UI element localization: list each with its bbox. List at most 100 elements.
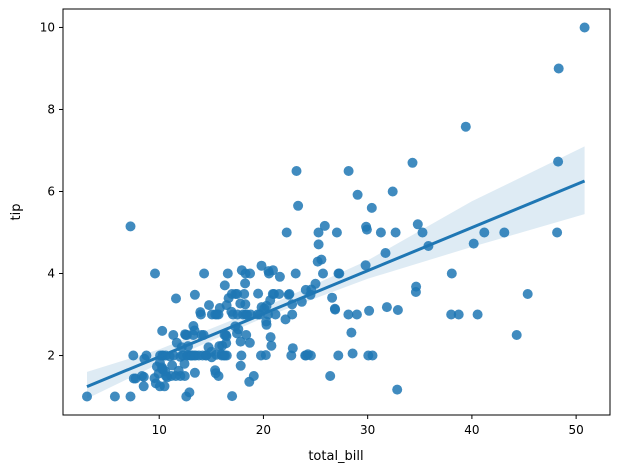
data-point: [327, 292, 338, 303]
data-point: [325, 371, 336, 381]
data-point: [367, 350, 378, 361]
data-point: [313, 227, 324, 238]
data-points-layer: [82, 22, 590, 402]
data-point: [204, 300, 214, 311]
data-point: [479, 227, 490, 238]
data-point: [333, 350, 344, 361]
data-point: [125, 221, 136, 232]
data-point: [381, 302, 392, 313]
data-point: [222, 268, 233, 279]
data-point: [168, 330, 179, 340]
data-point: [248, 371, 259, 381]
data-point: [361, 224, 372, 235]
data-point: [417, 227, 428, 238]
regression-line: [86, 179, 586, 388]
data-point: [235, 360, 246, 371]
data-point: [268, 265, 278, 276]
data-point: [446, 309, 457, 320]
y-tick-label: 8: [47, 102, 55, 116]
data-point: [316, 254, 327, 265]
data-point: [171, 293, 181, 304]
data-point: [499, 227, 510, 238]
data-point: [265, 332, 276, 343]
data-point: [150, 268, 160, 279]
data-point: [287, 309, 298, 320]
data-point: [232, 289, 243, 299]
data-point: [293, 200, 304, 211]
plot-frame: [62, 8, 611, 416]
y-axis-label: tip: [9, 204, 24, 221]
data-point: [331, 227, 342, 238]
data-point: [261, 319, 272, 330]
data-point: [125, 391, 136, 402]
data-point: [313, 239, 324, 250]
data-point: [347, 348, 358, 359]
data-point: [472, 309, 483, 320]
x-tick-label: 30: [360, 423, 375, 437]
data-point: [179, 358, 190, 369]
data-point: [184, 387, 195, 398]
y-axis-ticks: 2 4 6 8 10: [40, 20, 63, 363]
y-tick-label: 2: [47, 349, 55, 363]
data-point: [343, 166, 354, 176]
data-point: [109, 391, 120, 402]
x-axis-label: total_bill: [308, 449, 363, 464]
data-point: [233, 324, 244, 335]
data-point: [141, 350, 152, 361]
data-point: [453, 309, 464, 320]
data-point: [189, 289, 200, 300]
data-point: [266, 340, 277, 351]
data-point: [511, 330, 522, 340]
data-point: [245, 268, 255, 279]
data-point: [284, 289, 295, 299]
data-point: [128, 350, 139, 361]
data-point: [236, 350, 247, 361]
data-point: [195, 309, 206, 320]
data-point: [244, 337, 255, 348]
data-point: [390, 227, 401, 238]
data-point: [157, 325, 168, 336]
data-point: [392, 305, 403, 315]
data-point: [553, 63, 564, 74]
data-point: [343, 309, 354, 320]
data-point: [552, 227, 563, 238]
data-point: [352, 189, 363, 200]
data-point: [253, 288, 264, 299]
data-point: [351, 309, 362, 320]
data-point: [366, 202, 377, 213]
data-point: [241, 330, 252, 340]
data-point: [240, 299, 251, 310]
data-point: [189, 367, 200, 378]
data-point: [305, 350, 316, 361]
data-point: [364, 305, 375, 316]
data-point: [290, 268, 301, 279]
data-point: [553, 156, 564, 167]
data-point: [522, 289, 533, 299]
data-point: [319, 220, 330, 231]
regression-line-layer: [86, 179, 586, 388]
x-tick-label: 20: [256, 423, 271, 437]
y-tick-label: 4: [47, 267, 55, 281]
data-point: [411, 281, 422, 292]
data-point: [239, 289, 250, 299]
data-point: [330, 304, 341, 315]
data-point: [392, 384, 403, 395]
data-point: [260, 350, 271, 361]
data-point: [346, 327, 357, 338]
data-point: [380, 248, 391, 258]
data-point: [159, 381, 170, 392]
data-point: [82, 391, 92, 402]
data-point: [334, 268, 345, 279]
data-point: [256, 260, 267, 271]
data-point: [199, 268, 210, 279]
data-point: [579, 22, 590, 33]
data-point: [412, 219, 423, 230]
data-point: [287, 343, 298, 354]
data-point: [213, 371, 224, 381]
data-point: [310, 278, 321, 289]
data-point: [407, 157, 418, 168]
data-point: [179, 371, 190, 381]
data-point: [189, 325, 200, 336]
data-point: [138, 381, 149, 392]
